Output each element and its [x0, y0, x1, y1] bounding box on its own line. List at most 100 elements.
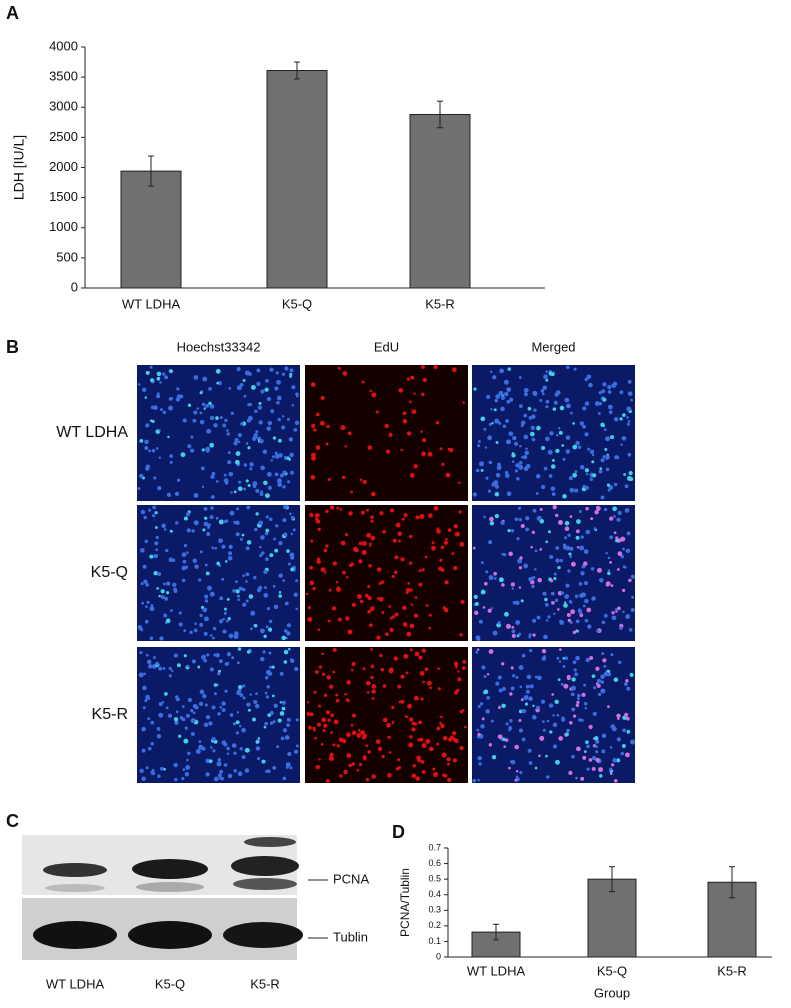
cell — [620, 554, 625, 559]
cell — [483, 689, 489, 695]
cell — [402, 622, 408, 627]
cell — [475, 635, 481, 641]
cell — [600, 458, 605, 463]
cell — [164, 375, 169, 380]
cell — [524, 450, 530, 456]
cell — [199, 550, 203, 554]
cell — [525, 684, 530, 689]
cell — [163, 613, 168, 618]
cell — [193, 375, 199, 380]
cell — [607, 404, 613, 410]
cell — [473, 387, 477, 391]
cell — [537, 675, 542, 681]
cell — [408, 742, 414, 748]
cell — [293, 592, 298, 597]
cell — [159, 636, 164, 641]
cell — [550, 464, 556, 469]
cell — [181, 777, 185, 781]
cell — [143, 579, 148, 584]
cell — [539, 735, 545, 741]
cell — [258, 585, 263, 590]
cell — [394, 555, 399, 560]
cell — [518, 566, 523, 570]
cell — [568, 476, 573, 481]
cell — [255, 746, 261, 751]
cell — [494, 492, 500, 497]
cell — [263, 569, 268, 575]
cell — [572, 660, 577, 665]
cell — [158, 712, 164, 718]
bar — [120, 170, 182, 289]
cell — [329, 752, 334, 757]
cell — [602, 658, 607, 663]
cell — [454, 738, 459, 744]
cell — [245, 546, 250, 551]
cell — [536, 705, 540, 710]
cell — [286, 623, 291, 628]
cell — [452, 758, 458, 763]
cell — [555, 448, 560, 453]
cell — [564, 536, 568, 540]
cell — [605, 457, 609, 461]
cell — [144, 396, 147, 399]
cell — [274, 472, 279, 477]
cell — [503, 553, 507, 557]
cell — [501, 662, 505, 666]
cell — [176, 387, 180, 391]
cell — [388, 432, 393, 437]
y-tick-label: 0.4 — [428, 889, 441, 899]
cell — [167, 713, 173, 718]
cell — [241, 755, 246, 760]
cell — [370, 535, 376, 541]
cell — [211, 546, 214, 550]
cell — [256, 381, 261, 387]
cell — [330, 731, 333, 734]
cell — [331, 606, 337, 611]
cell — [185, 512, 190, 517]
cell — [283, 504, 288, 510]
cell — [376, 635, 381, 640]
band — [233, 878, 297, 890]
cell — [271, 665, 275, 669]
cell — [360, 599, 364, 604]
cell — [572, 444, 578, 450]
cell — [569, 411, 573, 415]
cell — [168, 405, 174, 411]
cell — [568, 552, 572, 556]
column-label: Merged — [531, 339, 575, 354]
cell — [192, 711, 196, 715]
cell — [219, 416, 223, 420]
cell — [141, 601, 145, 605]
cell — [339, 774, 343, 778]
cell — [255, 740, 260, 744]
cell — [336, 744, 340, 748]
cell — [549, 730, 553, 734]
cell — [282, 485, 286, 489]
cell — [416, 755, 422, 761]
cell — [458, 510, 462, 514]
cell — [278, 439, 282, 443]
cell — [361, 380, 365, 384]
cell — [381, 580, 385, 584]
cell — [569, 555, 572, 559]
cell — [230, 411, 235, 415]
cell — [156, 587, 159, 590]
cell — [575, 629, 579, 633]
cell — [584, 377, 588, 382]
cell — [147, 746, 152, 751]
cell — [422, 438, 427, 443]
cell — [630, 398, 633, 402]
cell — [342, 570, 346, 575]
micrograph — [137, 365, 300, 501]
cell — [486, 394, 491, 399]
cell — [208, 721, 213, 726]
cell — [279, 701, 283, 704]
cell — [295, 392, 299, 396]
cell — [141, 748, 146, 753]
cell — [156, 371, 162, 377]
cell — [362, 667, 366, 671]
cell — [590, 567, 595, 571]
cell — [208, 401, 212, 406]
cell — [413, 695, 419, 701]
cell — [365, 744, 369, 747]
